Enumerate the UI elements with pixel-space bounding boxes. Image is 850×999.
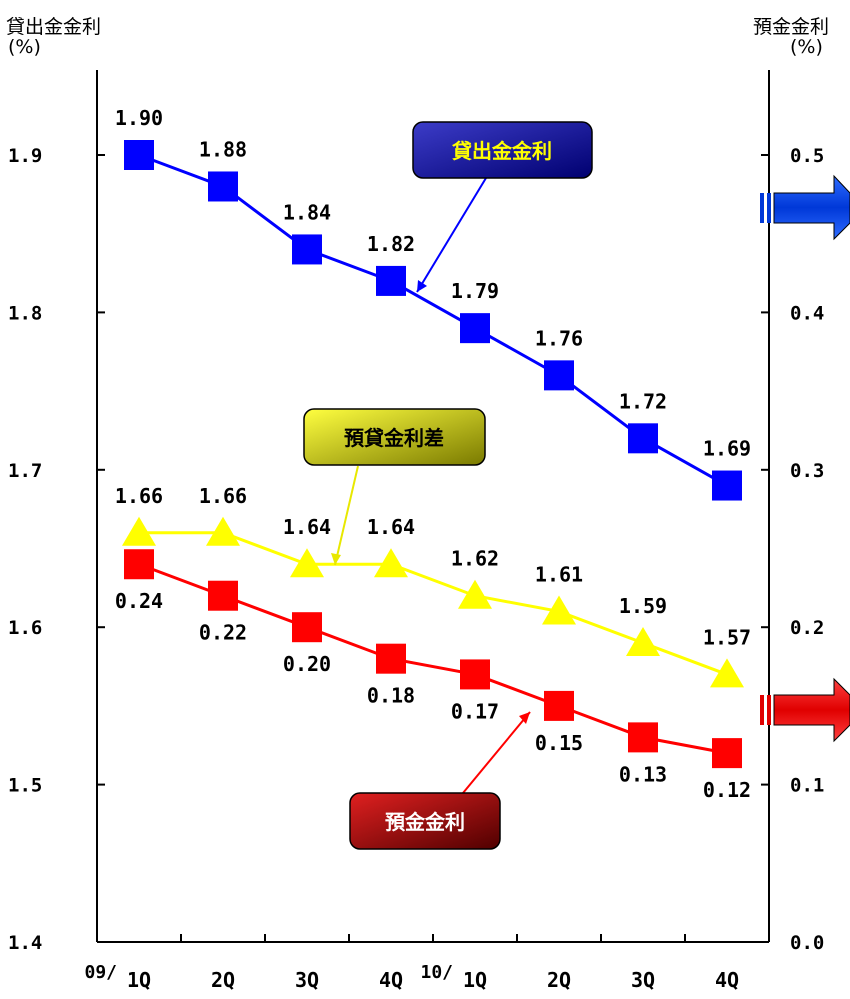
series-3-marker [124,549,154,580]
x-tick-label: 1Q [127,968,151,992]
x-year-prefix: 10/ [420,962,453,983]
series-2-marker [626,626,660,656]
callout-spread-box [303,408,486,466]
series-3-value-label: 0.12 [703,778,751,802]
callout-lending-rate-arrowhead [417,280,427,292]
x-tick-label: 4Q [379,968,403,992]
callout-deposit-rate-text: 預金金利 [385,810,465,834]
right-tick-label: 0.2 [790,617,824,639]
callout-lending-rate: 貸出金金利 [412,121,593,293]
callout-spread-pointer [334,465,359,566]
x-tick-label: 2Q [211,968,235,992]
series-2-value-label: 1.59 [619,594,667,618]
series-2-marker [458,579,492,609]
callout-spread-text: 預貸金利差 [344,426,444,450]
callout-deposit-rate-box [349,792,501,850]
left-tick-label: 1.7 [8,460,42,482]
callout-spread-arrowhead [331,553,341,565]
left-tick-label: 1.8 [8,302,42,324]
left-axis-unit: (%) [8,36,41,58]
left-tick-label: 1.9 [8,145,42,167]
left-axis-title: 貸出金金利 [6,16,102,38]
series-1-value-label: 1.82 [367,232,415,256]
series-1-value-label: 1.84 [283,200,331,224]
series-2-value-label: 1.64 [367,515,415,539]
series-2-marker [374,548,408,578]
series-3-marker [460,659,490,690]
x-year-prefix: 09/ [84,962,117,983]
series-3-value-label: 0.24 [115,589,163,613]
x-tick-label: 4Q [715,968,739,992]
series-1-value-label: 1.76 [535,326,583,350]
series-3-value-label: 0.13 [619,762,667,786]
series-1-marker [460,313,490,344]
series-1-value-label: 1.79 [451,279,499,303]
callout-deposit-rate-arrowhead [519,712,530,724]
series-1-marker [628,423,658,454]
callout-lending-rate-pointer [416,177,487,293]
series-2-value-label: 1.66 [199,484,247,508]
right-tick-label: 0.1 [790,775,824,797]
callout-spread: 預貸金利差 [303,408,486,566]
series-2-value-label: 1.66 [115,484,163,508]
series-2-value-label: 1.57 [703,625,751,649]
callout-deposit-rate: 預金金利 [349,711,531,850]
series-1-marker [712,470,742,501]
series-3-marker [292,612,322,643]
x-tick-label: 3Q [295,968,319,992]
series-2-marker [290,548,324,578]
series-3-value-label: 0.17 [451,699,499,723]
x-tick-label: 2Q [547,968,571,992]
series-1-marker [292,234,322,265]
series-3-marker [628,722,658,753]
series-3-marker [208,580,238,611]
series-1-marker [544,360,574,391]
series-1-marker [208,171,238,202]
series-1-value-label: 1.90 [115,106,163,130]
x-tick-label: 1Q [463,968,487,992]
left-tick-label: 1.4 [8,932,42,954]
series-3-value-label: 0.22 [199,621,247,645]
callout-lending-rate-box [412,121,593,179]
series-1-value-label: 1.69 [703,437,751,461]
left-tick-label: 1.6 [8,617,42,639]
red-axis-arrow [760,677,850,743]
series-2-value-label: 1.64 [283,515,331,539]
series-1-value-label: 1.72 [619,389,667,413]
series-3-value-label: 0.18 [367,684,415,708]
series-3-marker [544,690,574,721]
series-1-value-label: 1.88 [199,137,247,161]
series-1-marker [376,265,406,296]
left-tick-label: 1.5 [8,775,42,797]
right-tick-label: 0.3 [790,460,824,482]
right-axis-title: 預金金利 [753,16,830,38]
series-3-marker [712,738,742,769]
series-2-marker [542,595,576,625]
series-2-marker [122,516,156,546]
series-3-marker [376,643,406,674]
callout-deposit-rate-pointer [462,711,531,794]
series-2-value-label: 1.62 [451,547,499,571]
right-tick-label: 0.0 [790,932,824,954]
series-3-value-label: 0.20 [283,652,331,676]
series-1-marker [124,140,154,170]
callout-lending-rate-text: 貸出金金利 [451,139,552,163]
right-tick-label: 0.4 [790,302,824,324]
blue-axis-arrow [760,174,850,241]
series-line-2 [139,531,728,676]
x-tick-label: 3Q [631,968,655,992]
right-axis-unit: (%) [790,36,823,58]
right-tick-label: 0.5 [790,145,824,167]
series-2-marker [206,516,240,546]
series-3-value-label: 0.15 [535,731,583,755]
series-2-value-label: 1.61 [535,562,583,586]
series-2-marker [710,658,744,688]
